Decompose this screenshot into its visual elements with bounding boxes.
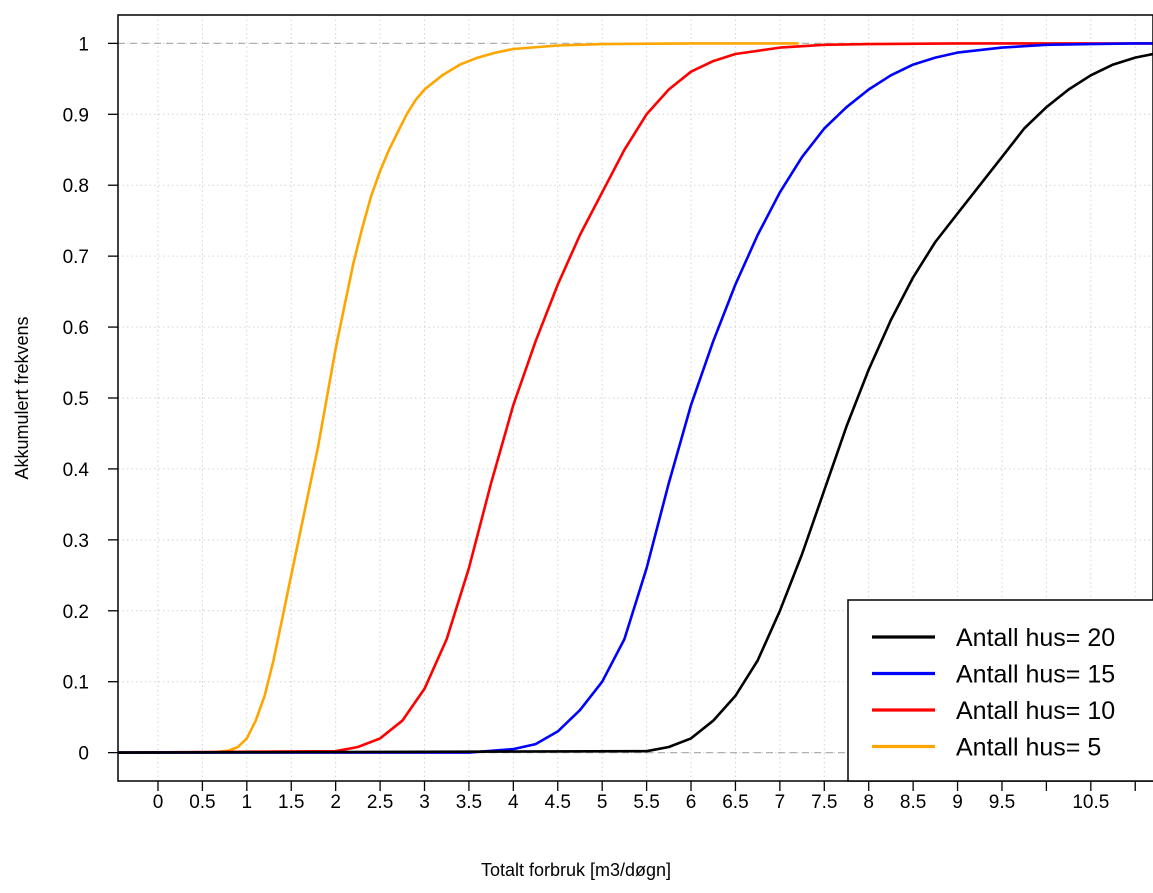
y-tick-label: 0.5 [63, 389, 89, 410]
series-line [118, 42, 799, 754]
series-lines [118, 42, 1153, 754]
y-tick-label: 0.4 [63, 460, 90, 481]
x-tick-label: 2.5 [367, 792, 393, 813]
y-tick-label: 0.3 [63, 531, 89, 552]
x-tick-label: 8 [863, 792, 874, 813]
series-line [118, 42, 1153, 754]
x-tick-label: 5.5 [633, 792, 659, 813]
series-line [118, 42, 1153, 754]
x-tick-label: 1.5 [278, 792, 304, 813]
y-axis-title: Akkumulert frekvens [12, 316, 32, 479]
legend-label: Antall hus= 20 [956, 624, 1115, 652]
legend-box [847, 599, 1153, 782]
plot-area [118, 42, 1153, 754]
x-tick-label: 10.5 [1072, 792, 1109, 813]
x-tick-label: 0.5 [189, 792, 215, 813]
x-tick-label: 2 [330, 792, 341, 813]
x-axis-title: Totalt forbruk [m3/døgn] [481, 860, 671, 880]
y-tick-label: 0 [78, 744, 89, 765]
y-tick-label: 1 [78, 34, 89, 55]
x-tick-label: 4.5 [545, 792, 571, 813]
x-tick-label: 8.5 [900, 792, 926, 813]
x-tick-label: 4 [508, 792, 519, 813]
y-tick-label: 0.9 [63, 105, 89, 126]
x-tick-label: 3 [419, 792, 430, 813]
x-tick-label: 7 [775, 792, 786, 813]
y-tick-label: 0.1 [63, 673, 89, 694]
x-tick-label: 3.5 [456, 792, 482, 813]
x-tick-label: 5 [597, 792, 608, 813]
x-axis-ticks: 0 0.5 1 1.5 2 2.5 3 3.5 4 4.5 5 5.5 6 6.5 7 7.5 8 8.5 9 9.5… [153, 781, 1136, 813]
x-tick-label: 1 [242, 792, 253, 813]
y-axis-ticks: 0 0.1 0.2 0.3 0.4 0.5 0.6 0.7 0.8 0.9 1 [63, 34, 118, 765]
series-line [118, 52, 1153, 754]
y-tick-label: 0.6 [63, 318, 89, 339]
x-tick-label: 0 [153, 792, 164, 813]
legend-label: Antall hus= 10 [956, 697, 1115, 725]
legend: Antall hus= 20 Antall hus= 15 Antall hus= … [847, 599, 1153, 782]
legend-label: Antall hus= 5 [956, 734, 1101, 762]
y-tick-label: 0.7 [63, 247, 89, 268]
x-tick-label: 6.5 [722, 792, 748, 813]
x-tick-label: 6 [686, 792, 697, 813]
x-tick-label: 9 [952, 792, 963, 813]
y-tick-label: 0.2 [63, 602, 89, 623]
x-tick-label: 7.5 [811, 792, 837, 813]
x-tick-label: 9.5 [989, 792, 1015, 813]
legend-label: Antall hus= 15 [956, 661, 1115, 689]
y-tick-label: 0.8 [63, 176, 89, 197]
